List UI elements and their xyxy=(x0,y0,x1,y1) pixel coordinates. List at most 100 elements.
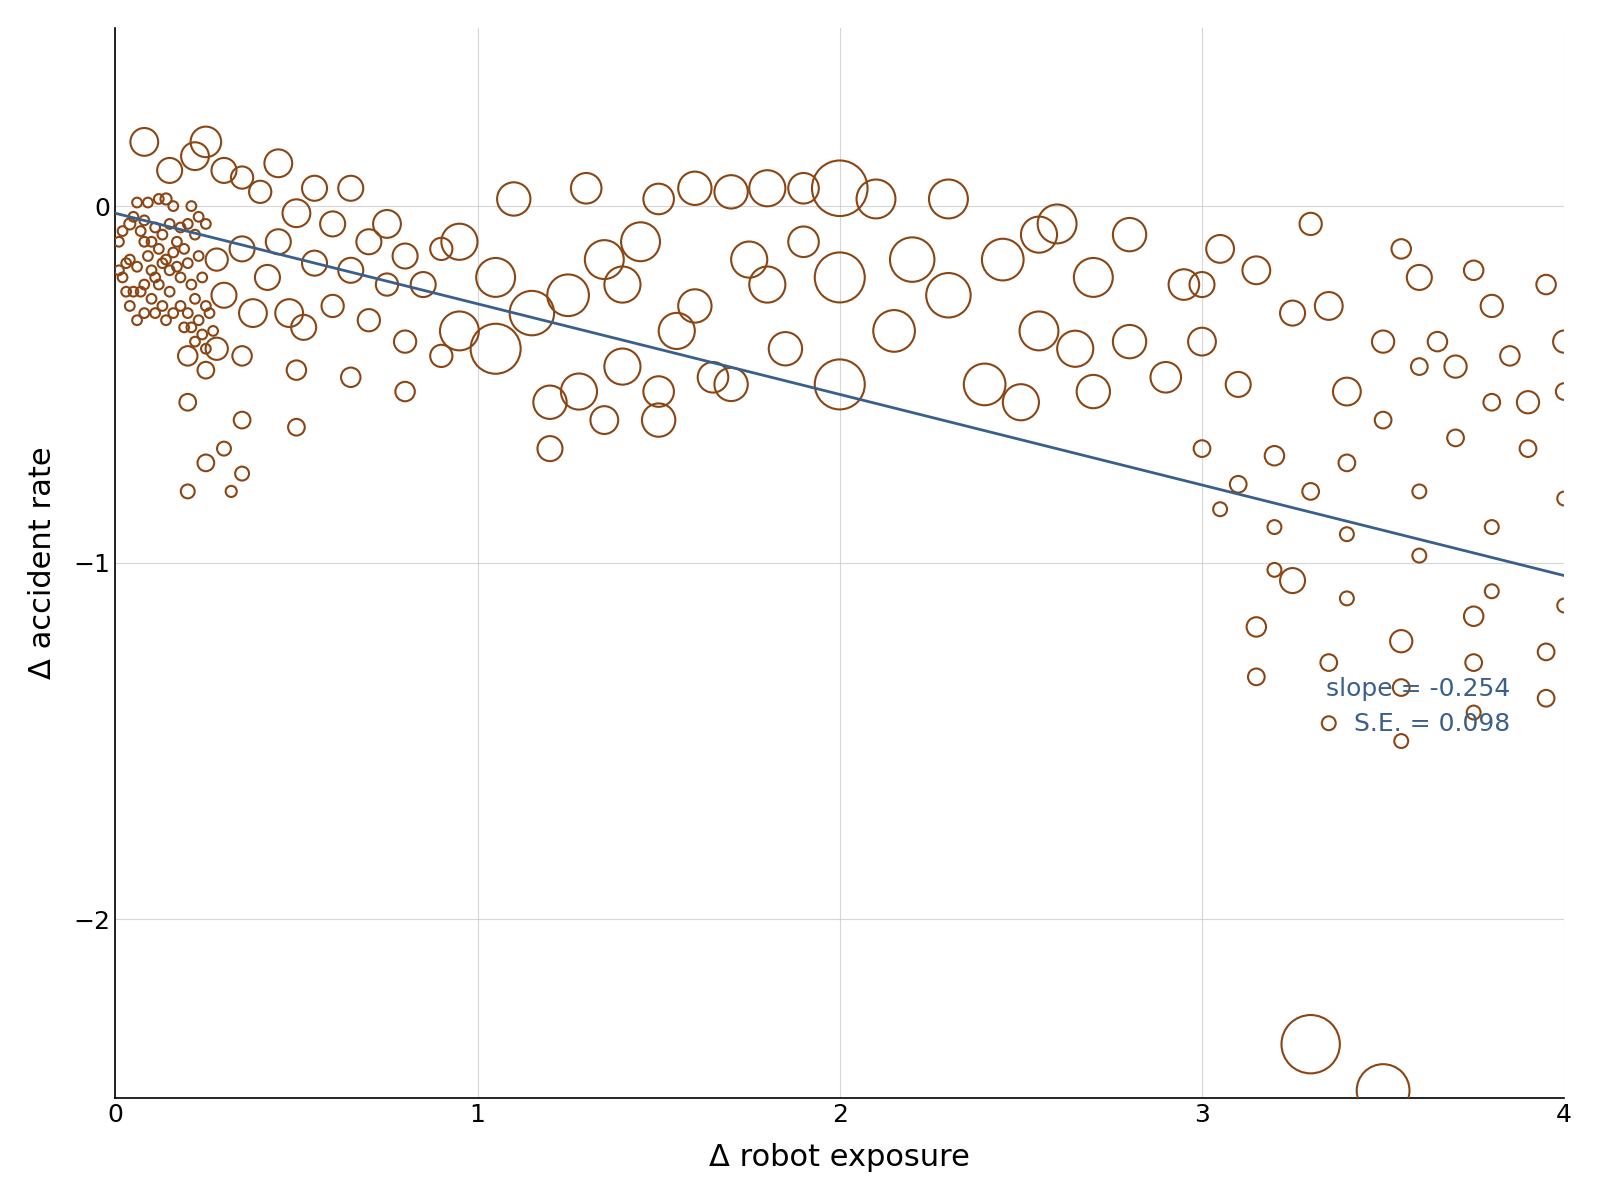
Point xyxy=(990,250,1016,269)
Point xyxy=(827,268,853,287)
Point xyxy=(125,257,150,276)
Point xyxy=(627,232,653,251)
Point xyxy=(446,232,472,251)
Point xyxy=(174,253,200,272)
Point xyxy=(194,454,219,473)
Point xyxy=(338,367,363,386)
Point xyxy=(194,215,219,234)
Point xyxy=(171,318,197,337)
Point xyxy=(240,304,266,323)
Point xyxy=(154,190,179,209)
Point xyxy=(186,246,211,265)
Point xyxy=(186,311,211,330)
Point xyxy=(1226,374,1251,394)
Point xyxy=(320,215,346,234)
Point xyxy=(110,222,136,241)
Point xyxy=(229,410,254,430)
Point xyxy=(790,179,816,198)
Point xyxy=(555,286,581,305)
Point xyxy=(1406,482,1432,502)
Point xyxy=(131,304,157,323)
Point xyxy=(189,325,214,344)
Point xyxy=(646,410,672,430)
Point xyxy=(1478,582,1504,601)
Point xyxy=(194,360,219,379)
Point xyxy=(142,218,168,238)
Point xyxy=(128,222,154,241)
Point xyxy=(179,197,205,216)
Point xyxy=(1243,260,1269,280)
Point xyxy=(182,332,208,352)
Point xyxy=(338,260,363,280)
Point xyxy=(1262,560,1288,580)
Point xyxy=(1406,546,1432,565)
Point xyxy=(291,318,317,337)
Point xyxy=(168,296,194,316)
Point xyxy=(573,179,598,198)
Point xyxy=(128,282,154,301)
Point xyxy=(165,257,190,276)
Point xyxy=(1008,392,1034,412)
Point xyxy=(1334,454,1360,473)
Point xyxy=(1498,347,1523,366)
Point xyxy=(200,322,226,341)
Point xyxy=(1389,678,1414,697)
Point xyxy=(203,250,229,269)
Point xyxy=(592,250,618,269)
Point xyxy=(179,318,205,337)
Point xyxy=(283,360,309,379)
Point xyxy=(174,215,200,234)
Point xyxy=(501,190,526,209)
Point xyxy=(160,242,186,262)
Point xyxy=(142,268,168,287)
Point xyxy=(160,304,186,323)
Point xyxy=(149,226,174,245)
Point xyxy=(1370,410,1395,430)
Point xyxy=(1243,667,1269,686)
Point xyxy=(229,239,254,258)
Point xyxy=(1515,392,1541,412)
Point xyxy=(718,374,744,394)
Point xyxy=(302,253,328,272)
Point xyxy=(229,168,254,187)
Point xyxy=(1026,322,1051,341)
Point xyxy=(701,367,726,386)
Point xyxy=(139,232,165,251)
Point xyxy=(1461,703,1486,722)
Point xyxy=(755,275,781,294)
Point xyxy=(566,382,592,401)
Point xyxy=(1389,239,1414,258)
Point xyxy=(182,289,208,308)
Point xyxy=(1280,571,1306,590)
Point xyxy=(110,268,136,287)
Point xyxy=(1298,1034,1323,1054)
Point xyxy=(1334,524,1360,544)
Point xyxy=(168,218,194,238)
Point xyxy=(429,347,454,366)
Point xyxy=(1461,653,1486,672)
Point xyxy=(936,286,962,305)
Point xyxy=(154,250,179,269)
Point xyxy=(1552,332,1578,352)
Point xyxy=(194,340,219,359)
Point xyxy=(1552,382,1578,401)
Point xyxy=(117,250,142,269)
Point xyxy=(157,215,182,234)
Point xyxy=(125,193,150,212)
Point xyxy=(146,190,171,209)
Point xyxy=(1080,382,1106,401)
Point xyxy=(211,161,237,180)
Point xyxy=(106,232,131,251)
Point xyxy=(120,208,146,227)
Point xyxy=(1026,226,1051,245)
Point xyxy=(174,482,200,502)
Point xyxy=(211,439,237,458)
Point xyxy=(186,208,211,227)
Point xyxy=(277,304,302,323)
Point xyxy=(755,179,781,198)
Point xyxy=(518,304,544,323)
Point xyxy=(1370,1081,1395,1100)
Point xyxy=(117,215,142,234)
Point xyxy=(1334,589,1360,608)
Point xyxy=(882,322,907,341)
